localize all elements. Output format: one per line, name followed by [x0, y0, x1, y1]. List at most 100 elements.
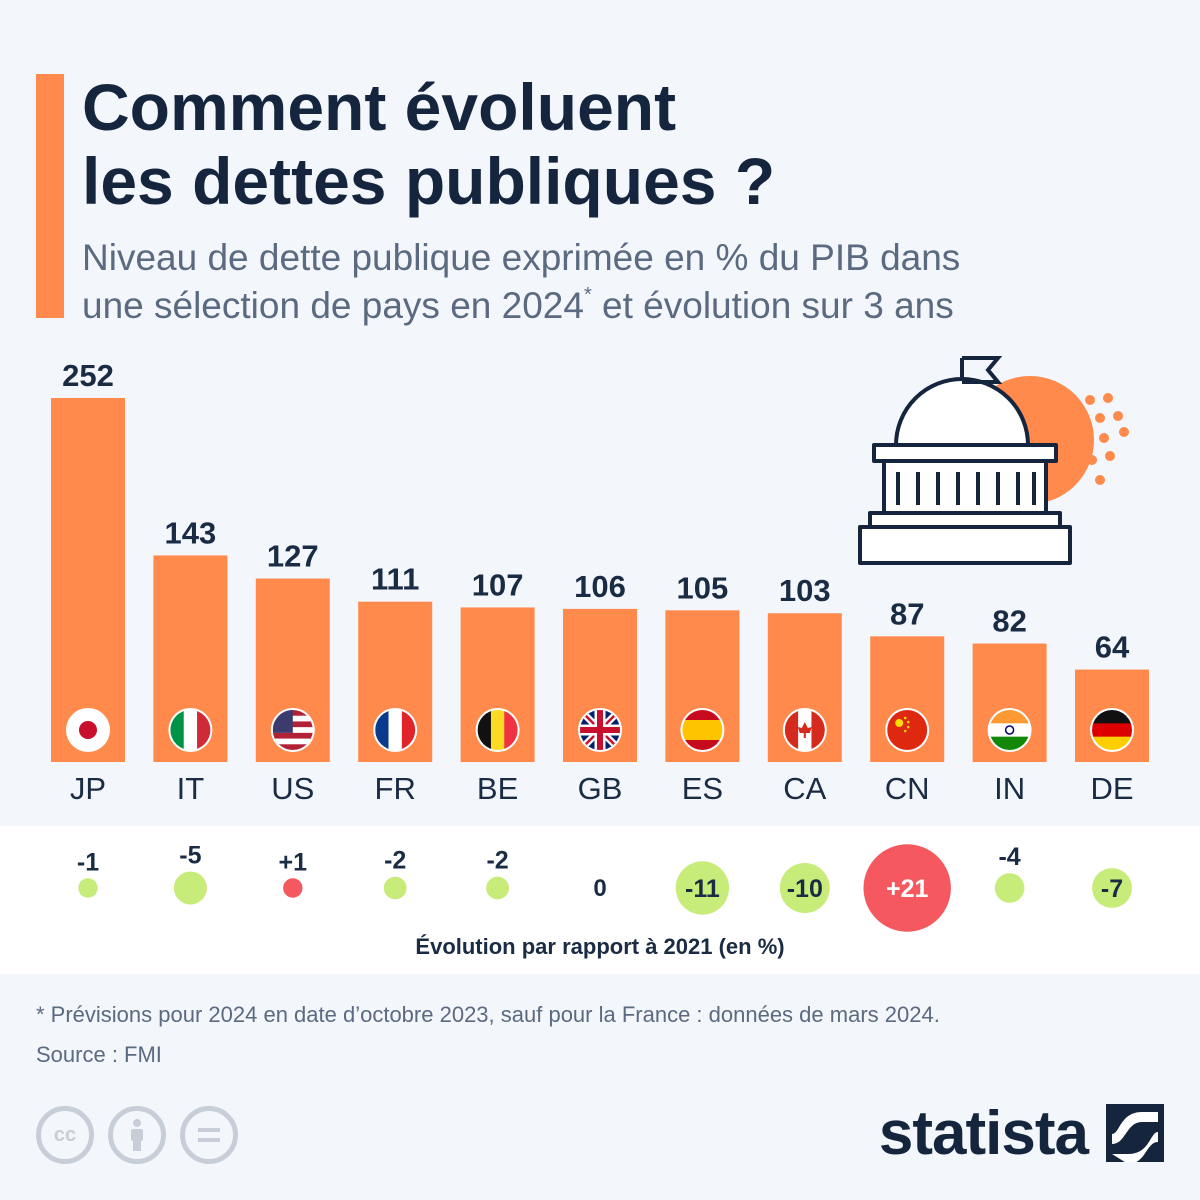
flag-group [1092, 710, 1132, 750]
value-label: 103 [779, 573, 831, 608]
license-icons: cc [36, 1106, 238, 1164]
title-accent-bar [36, 74, 64, 318]
flag-stripe [272, 732, 313, 740]
evolution-marker-es: -11 [675, 861, 730, 915]
flag-star [903, 729, 907, 733]
evolution-marker-de: -7 [1092, 868, 1132, 908]
statista-logo[interactable]: statista [879, 1096, 1164, 1170]
germany-flag-icon [1092, 710, 1132, 750]
flag-stripe [490, 710, 505, 750]
evolution-label: -10 [787, 875, 823, 903]
evolution-marker-in: -4 [994, 843, 1025, 903]
category-label: GB [578, 771, 623, 806]
evolution-label: -2 [486, 847, 508, 875]
flag-stripe [1092, 723, 1132, 738]
flag-star [906, 725, 910, 729]
category-label: US [271, 771, 314, 806]
evolution-bubble [675, 861, 730, 915]
evolution-marker-be: -2 [486, 847, 509, 900]
government-building-icon [858, 356, 1129, 565]
subtitle-line-2-b: et évolution sur 3 ans [591, 285, 954, 326]
value-label: 143 [165, 515, 217, 550]
value-label: 111 [371, 562, 419, 597]
category-label: IN [994, 771, 1025, 806]
flag-stripe [477, 710, 492, 750]
flag-stripe [272, 738, 313, 745]
flag-stripe [989, 723, 1030, 738]
evolution-label: -7 [1101, 875, 1123, 903]
flag-stripe [811, 710, 825, 750]
flag-stripe [784, 710, 799, 750]
bar-group-ca: 103 CA [767, 573, 842, 806]
flag-group [580, 710, 620, 750]
flag-star [895, 719, 904, 727]
no-derivatives-icon[interactable] [180, 1106, 238, 1164]
flag-group [375, 710, 416, 750]
flag-field [887, 710, 928, 750]
italy-flag-icon [170, 710, 211, 750]
evolution-marker-fr: -2 [383, 847, 407, 900]
flag-stripe [1092, 736, 1132, 750]
evolution-label: -1 [77, 848, 99, 876]
flag-leaf [797, 722, 812, 738]
evolution-bubble [1092, 868, 1132, 908]
subtitle-line-2-a: une sélection de pays en 2024 [82, 285, 584, 326]
india-flag-icon [989, 710, 1030, 750]
bar-group-in: 82 IN [972, 604, 1047, 806]
value-label: 107 [472, 567, 524, 602]
bars-layer: 252 JP -1 143 IT -5 127 US +1 111 FR -2 107 BE -2 106 GB… [51, 358, 1149, 932]
evolution-marker-gb: 0 [593, 875, 606, 902]
flag-group [784, 710, 825, 750]
flag-stripe [682, 720, 723, 741]
flag-stripe [989, 710, 1030, 724]
flag-stripe [989, 736, 1030, 750]
flag-group [170, 710, 211, 750]
flag-group [887, 710, 928, 750]
uk-flag-icon [580, 710, 620, 750]
evolution-bubble [383, 876, 407, 900]
evolution-marker-us: +1 [279, 848, 307, 898]
evolution-bubble [283, 878, 303, 898]
belgium-flag-icon [477, 710, 518, 750]
value-label: 127 [267, 539, 319, 574]
category-label: FR [375, 771, 416, 806]
evolution-marker-jp: -1 [77, 848, 99, 898]
evolution-label: -5 [179, 842, 201, 870]
bar-group-it: 143 IT [153, 515, 228, 806]
attribution-icon[interactable] [108, 1106, 166, 1164]
bar-group-be: 107 BE [460, 567, 535, 806]
flag-group [68, 710, 108, 750]
cc-icon[interactable]: cc [36, 1106, 94, 1164]
footnote: * Prévisions pour 2024 en date d’octobre… [36, 1002, 940, 1027]
canada-flag-icon [784, 710, 825, 750]
evolution-bubble [173, 871, 207, 905]
category-label: DE [1090, 771, 1133, 806]
evolution-marker-it: -5 [173, 842, 207, 905]
category-label: CA [783, 771, 826, 806]
china-flag-icon [887, 710, 928, 750]
value-label: 87 [890, 596, 924, 631]
evolution-marker-ca: -10 [779, 863, 830, 913]
spain-flag-icon [682, 710, 723, 750]
flag-stripe [197, 710, 211, 750]
category-label: ES [682, 771, 723, 806]
evolution-label: +21 [886, 875, 929, 903]
value-label: 252 [62, 358, 114, 393]
category-label: IT [177, 771, 205, 806]
category-label: CN [885, 771, 930, 806]
bar-group-gb: 106 GB [563, 569, 637, 806]
flag-stripe [388, 710, 403, 750]
japan-flag-icon [68, 710, 108, 750]
bar-jp [51, 398, 125, 762]
evolution-label: -11 [685, 875, 720, 903]
subtitle-line-2: une sélection de pays en 2024* et évolut… [82, 282, 1162, 330]
title-line-2: les dettes publiques ? [82, 144, 776, 218]
flag-group [682, 710, 723, 750]
bar-group-cn: 87 CN [870, 596, 945, 806]
evolution-bubble [779, 863, 830, 913]
page-subtitle: Niveau de dette publique exprimée en % d… [82, 234, 1162, 330]
flag-group [989, 710, 1030, 750]
flag-wheel [1004, 725, 1015, 735]
brand-name: statista [878, 1098, 1089, 1168]
